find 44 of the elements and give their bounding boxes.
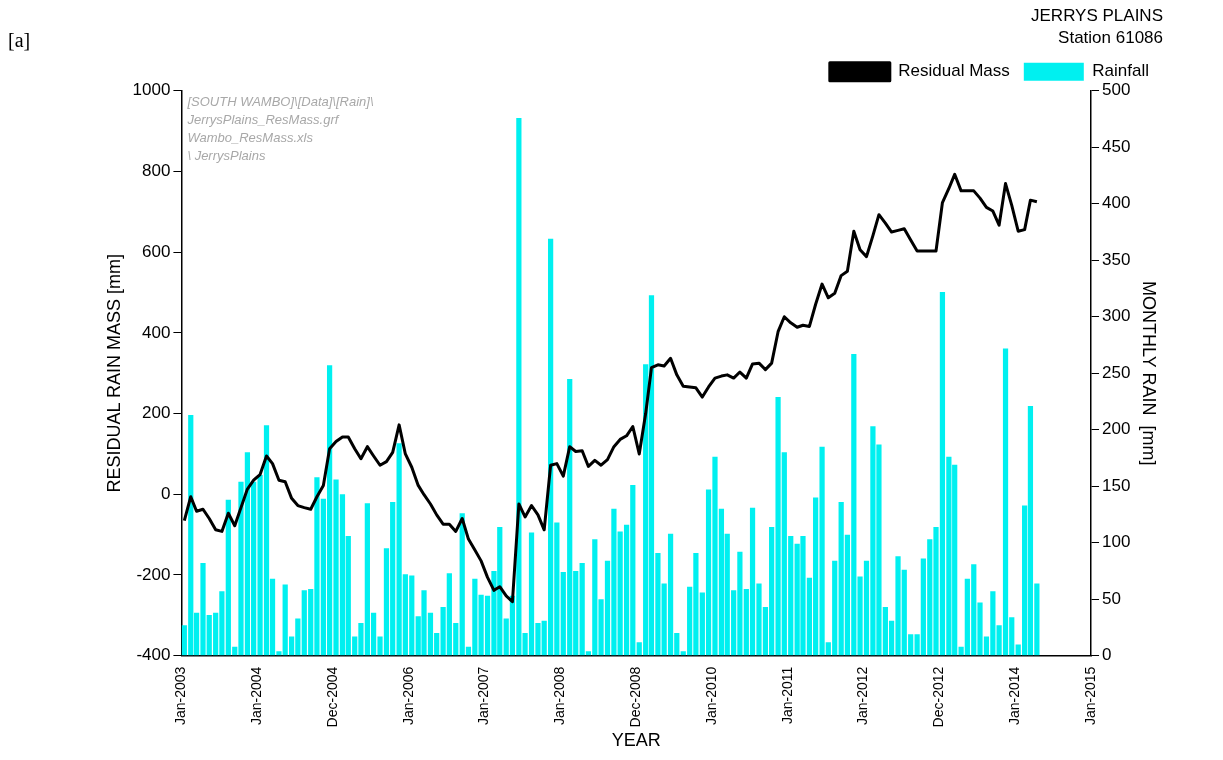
y2-tick-label: 200 (1102, 419, 1131, 439)
chart-title: JERRYS PLAINS (1031, 5, 1163, 25)
x-tick-label: Dec-2004 (323, 666, 340, 728)
legend-label: Rainfall (1092, 61, 1150, 81)
y2-tick-label: 150 (1102, 475, 1131, 495)
y-tick-label: 800 (142, 161, 171, 181)
annotation: Wambo_ResMass.xls (187, 130, 314, 146)
legend-label: Residual Mass (898, 61, 1010, 81)
y2-tick-label: 100 (1102, 532, 1131, 552)
y-axis-title: RESIDUAL RAIN MASS [mm] (103, 254, 124, 493)
annotation: [SOUTH WAMBO]\[Data]\[Rain]\ (186, 94, 374, 110)
x-tick-label: Jan-2003 (172, 666, 189, 726)
x-tick-label: Jan-2007 (475, 666, 492, 726)
y-tick-label: -200 (136, 564, 171, 584)
annotation: JerrysPlains_ResMass.grf (186, 112, 340, 128)
x-tick-label: Jan-2014 (1006, 666, 1023, 726)
x-tick-label: Jan-2004 (248, 666, 265, 726)
y-tick-label: 0 (160, 483, 171, 503)
x-tick-label: Dec-2012 (930, 666, 947, 728)
y2-tick-label: 450 (1102, 136, 1131, 156)
y2-tick-label: 250 (1102, 362, 1131, 382)
y2-tick-label: 350 (1102, 249, 1131, 269)
x-axis-title: YEAR (611, 730, 661, 751)
x-tick-label: Jan-2011 (778, 666, 795, 725)
x-tick-label: Jan-2015 (1081, 666, 1098, 726)
y2-axis-title: MONTHLY RAIN [mm] (1139, 281, 1160, 466)
y-tick-label: 600 (142, 241, 171, 261)
x-tick-label: Jan-2008 (551, 666, 568, 726)
y-tick-label: 400 (142, 322, 171, 342)
y2-tick-label: 300 (1102, 306, 1131, 326)
x-tick-label: Jan-2012 (854, 666, 871, 726)
y2-tick-label: 400 (1102, 193, 1131, 213)
y2-tick-label: 0 (1102, 645, 1112, 665)
y2-tick-label: 500 (1102, 80, 1131, 100)
x-tick-label: Jan-2006 (399, 666, 416, 726)
y-tick-label: 1000 (132, 80, 171, 100)
chart-subtitle: Station 61086 (1058, 28, 1163, 48)
y-tick-label: 200 (142, 403, 171, 423)
text: [a] (8, 29, 31, 52)
y2-tick-label: 50 (1102, 588, 1121, 608)
x-tick-label: Jan-2010 (702, 666, 719, 726)
annotation: \ JerrysPlains (187, 148, 266, 164)
y-tick-label: -400 (136, 645, 171, 665)
x-tick-label: Dec-2008 (626, 666, 643, 728)
